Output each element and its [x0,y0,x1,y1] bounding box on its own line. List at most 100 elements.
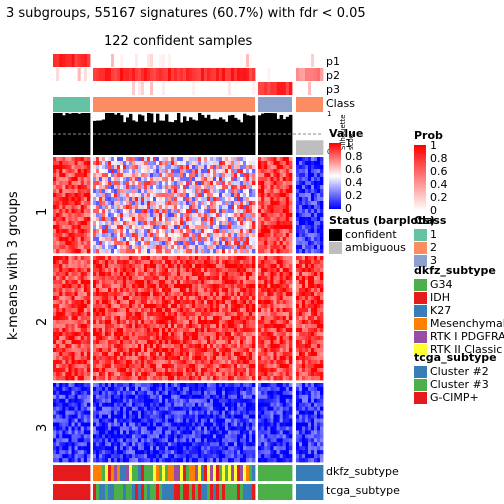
heatmap-cell [225,390,229,396]
heatmap-cell [204,414,208,419]
heatmap-cell [198,272,202,277]
heatmap-cell [138,292,142,297]
heatmap-cell [156,165,160,170]
heatmap-cell [77,221,82,226]
heatmap-cell [186,336,190,341]
heatmap-cell [99,276,103,281]
heatmap-cell [108,237,112,242]
heatmap-cell [150,213,154,218]
heatmap-cell [71,161,75,166]
heatmap-cell [123,430,127,435]
heatmap-cell [192,276,196,281]
heatmap-cell [207,264,211,269]
heatmap-cell [192,209,196,214]
heatmap-cell [156,348,160,353]
heatmap-cell [65,201,69,206]
prob-cell-p2 [180,68,184,81]
heatmap-cell [159,157,163,162]
heatmap-cell [102,304,106,309]
heatmap-cell [246,169,250,174]
heatmap-cell [183,376,187,381]
tcga-subtype-cell [62,484,66,500]
heatmap-cell [231,398,235,404]
heatmap-cell [99,161,103,166]
heatmap-cell [168,276,172,281]
heatmap-cell [156,256,160,261]
heatmap-cell [102,272,106,277]
heatmap-cell [207,356,211,361]
heatmap-cell [213,217,217,222]
heatmap-cell [153,328,157,333]
heatmap-cell [252,237,256,242]
heatmap-cell [186,414,190,419]
heatmap-cell [180,308,184,313]
heatmap-cell [222,264,226,269]
heatmap-cell [189,394,193,400]
heatmap-cell [183,233,187,238]
heatmap-cell [117,364,121,369]
prob-cell-p2 [108,68,112,81]
heatmap-cell [111,284,115,289]
heatmap-cell [228,237,232,242]
heatmap-cell [59,316,63,321]
heatmap-cell [252,165,256,170]
heatmap-cell [174,213,178,218]
heatmap-cell [159,438,163,443]
heatmap-cell [141,340,145,345]
heatmap-cell [111,237,115,242]
heatmap-cell [96,272,100,277]
heatmap-cell [62,181,66,186]
heatmap-cell [150,161,154,166]
heatmap-cell [237,398,241,404]
heatmap-cell [132,360,136,365]
heatmap-cell [201,340,205,345]
heatmap-cell [219,272,223,277]
heatmap-cell [180,225,184,230]
heatmap-cell [138,340,142,345]
prob-cell-p1 [246,54,250,67]
heatmap-cell [77,173,82,178]
heatmap-cell [240,364,244,369]
heatmap-cell [189,402,193,408]
prob-cell-p3 [123,82,127,95]
heatmap-cell [213,332,217,337]
heatmap-cell [71,324,75,329]
heatmap-cell [168,256,172,261]
heatmap-cell [105,360,109,365]
heatmap-cell [252,324,256,329]
heatmap-cell [189,348,193,353]
prob-cell-p2 [234,68,238,81]
heatmap-cell [198,237,202,242]
heatmap-cell [83,284,88,289]
heatmap-cell [99,213,103,218]
heatmap-cell [168,197,172,202]
heatmap-cell [204,410,208,415]
heatmap-cell [240,197,244,202]
heatmap-cell [114,157,118,162]
heatmap-cell [216,422,220,427]
prob-cell-p3 [234,82,238,95]
heatmap-cell [144,161,148,166]
heatmap-cell [168,288,172,293]
heatmap-cell [237,410,241,415]
heatmap-cell [80,344,85,349]
heatmap-cell [150,364,154,369]
heatmap-cell [165,336,169,341]
heatmap-cell [237,422,241,427]
heatmap-cell [74,245,79,250]
heatmap-cell [249,209,253,214]
heatmap-cell [96,376,100,381]
heatmap-cell [246,181,250,186]
heatmap-cell [168,245,172,250]
heatmap-cell [147,442,151,447]
heatmap-cell [165,173,169,178]
heatmap-cell [159,181,163,186]
heatmap-cell [56,328,60,333]
silhouette-bar [183,116,187,155]
heatmap-cell [123,169,127,174]
heatmap-cell [204,324,208,329]
heatmap-cell [156,324,160,329]
heatmap-cell [249,386,253,392]
heatmap-cell [198,418,202,423]
heatmap-cell [62,312,66,317]
